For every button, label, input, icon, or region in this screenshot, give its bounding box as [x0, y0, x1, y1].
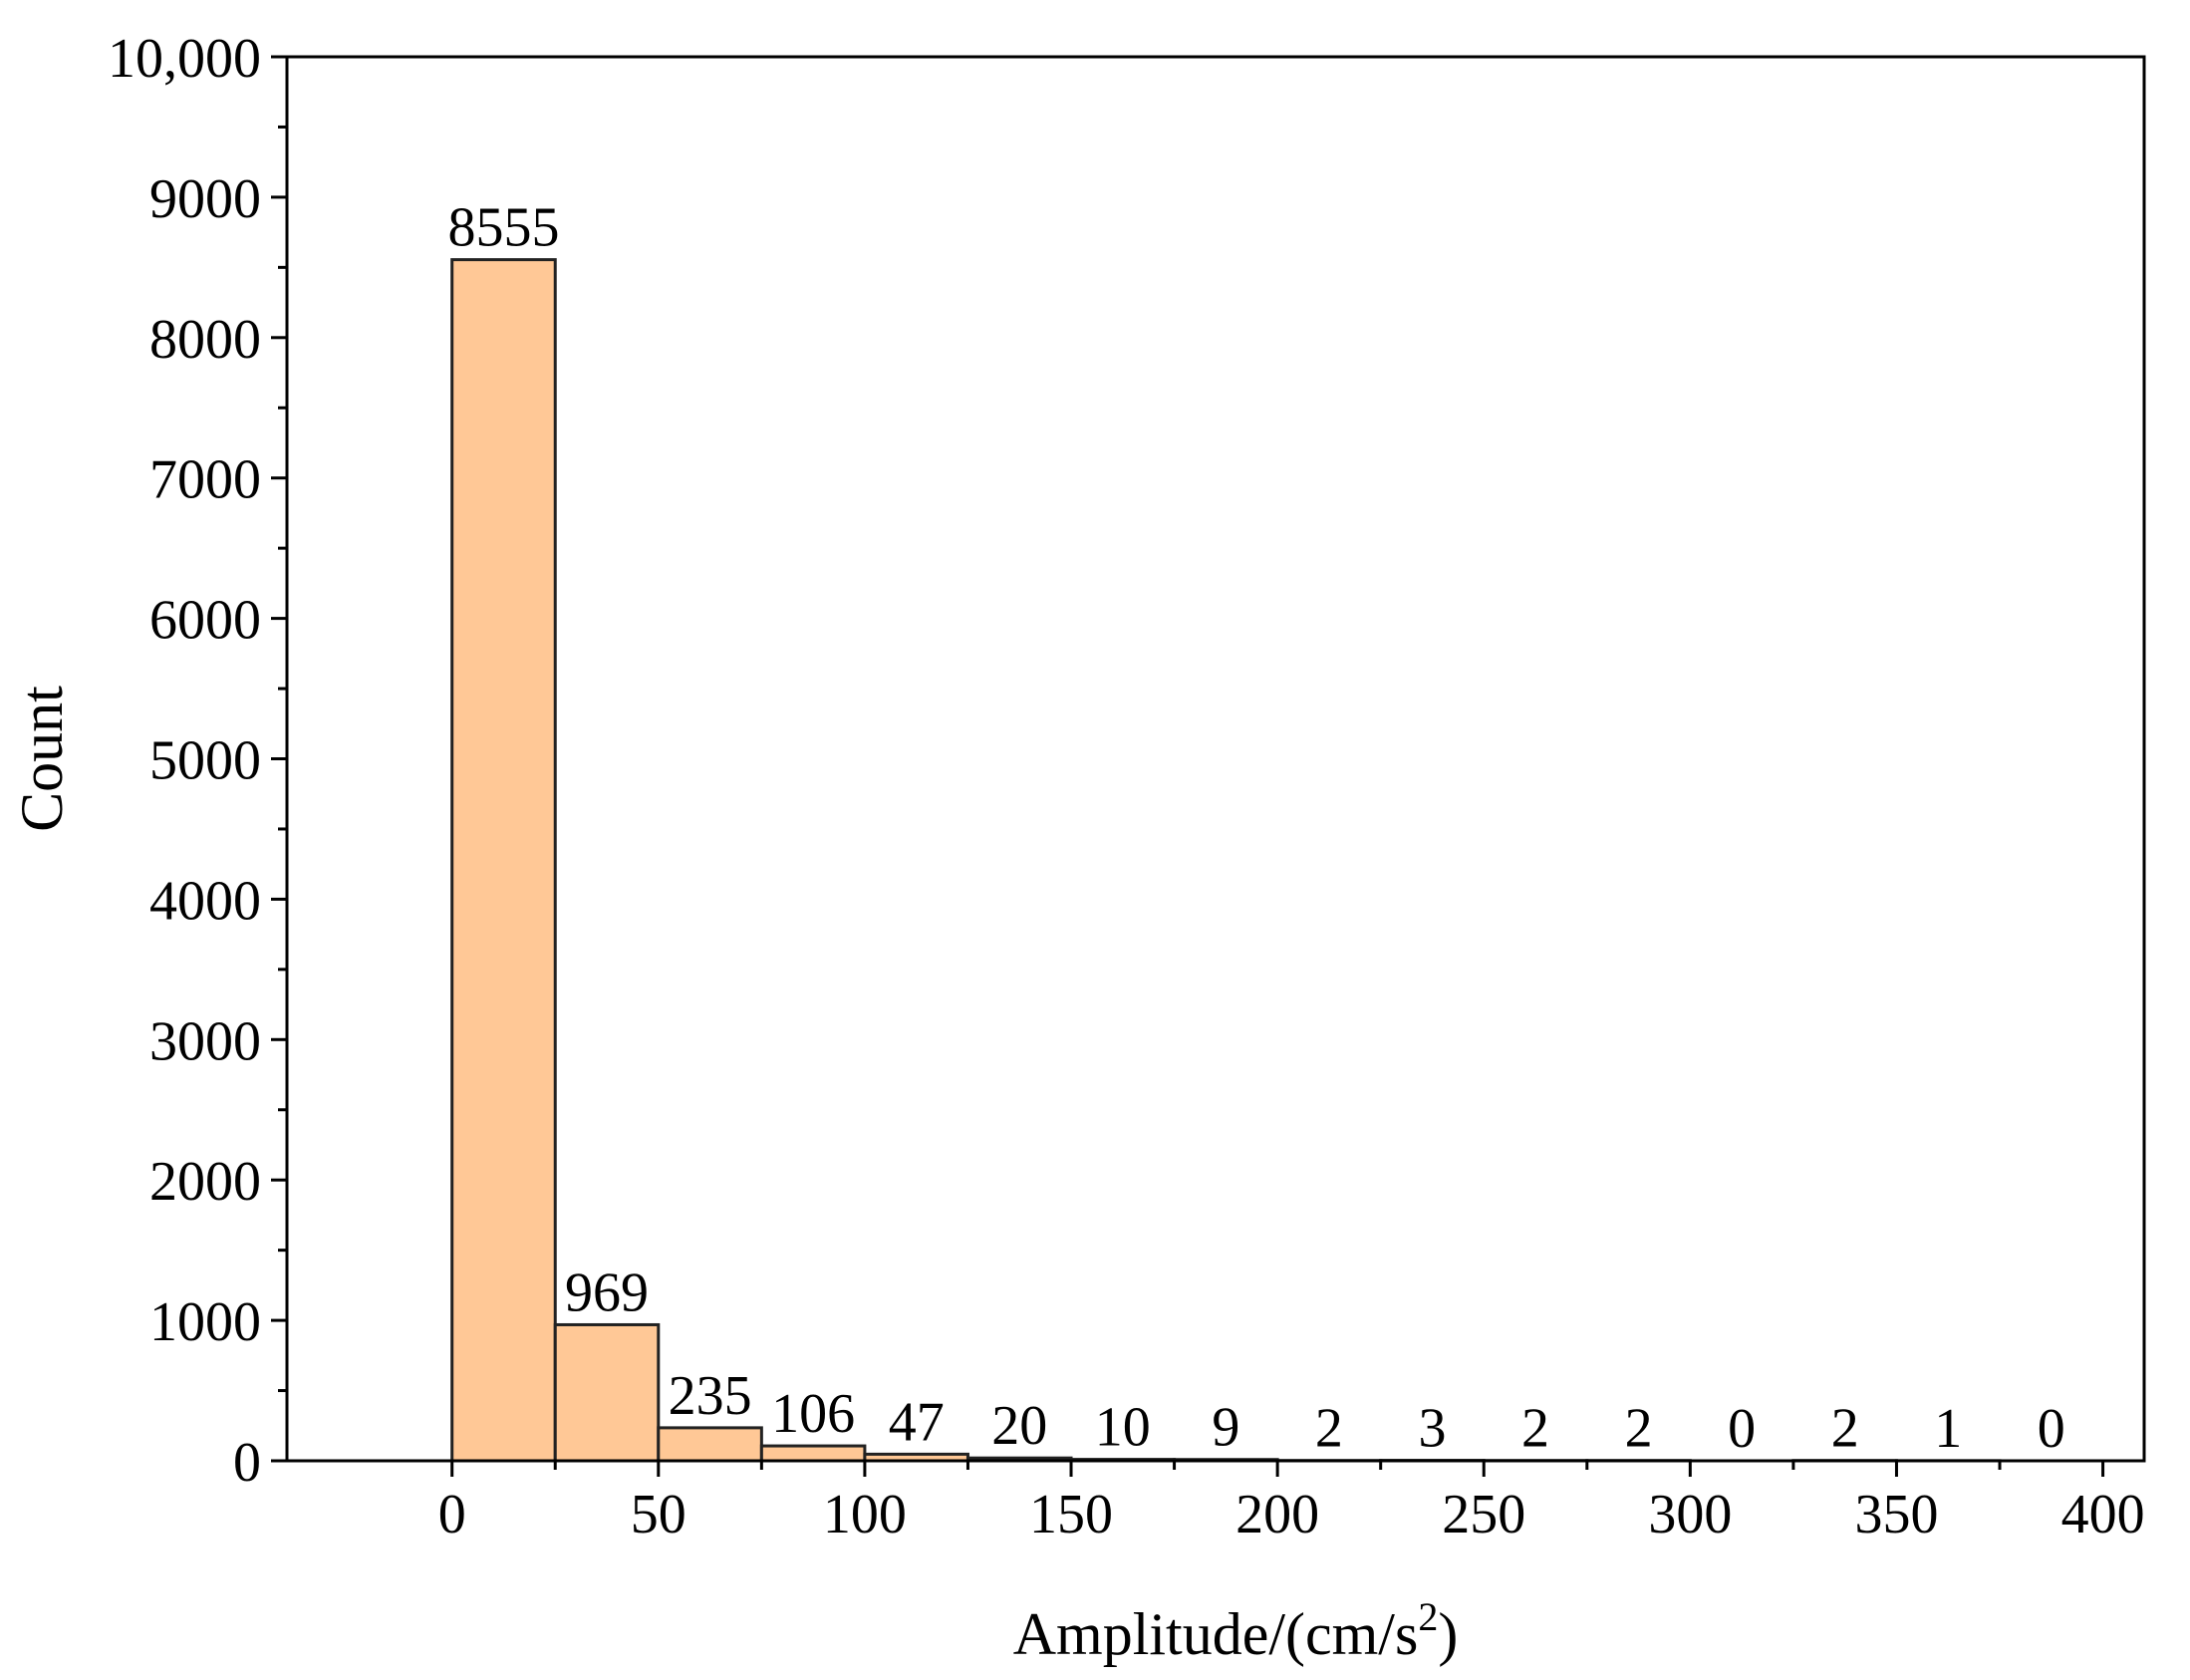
bar-value-label: 2 — [1315, 1398, 1343, 1460]
bar — [450, 258, 557, 1463]
bar — [759, 1444, 867, 1463]
x-tick-label: 200 — [1235, 1484, 1319, 1545]
bars-group — [450, 258, 2002, 1463]
plot-frame — [285, 55, 2146, 1463]
y-tick-label: 3000 — [149, 1010, 261, 1072]
bar-value-label: 3 — [1418, 1398, 1446, 1460]
y-tick-label: 6000 — [149, 590, 261, 652]
x-tick-label: 100 — [823, 1484, 907, 1545]
y-tick-label: 8000 — [149, 309, 261, 371]
y-tick-label: 5000 — [149, 730, 261, 792]
x-tick-label: 300 — [1648, 1484, 1732, 1545]
y-tick-label: 0 — [233, 1432, 261, 1494]
bar-value-label: 235 — [669, 1365, 752, 1427]
x-tick-label: 350 — [1854, 1484, 1938, 1545]
bar — [553, 1322, 661, 1463]
y-tick-label: 4000 — [149, 870, 261, 932]
bar-value-label: 969 — [565, 1261, 649, 1323]
y-tick-label: 9000 — [149, 168, 261, 230]
x-tick-label: 150 — [1029, 1484, 1113, 1545]
x-axis-title-superscript: 2 — [1418, 1594, 1438, 1639]
y-tick-label: 10,000 — [108, 28, 261, 90]
x-axis-ticks: 0 50 100 150 200 250 300 350 400 — [438, 1461, 2145, 1545]
y-axis-ticks: 0 1000 2000 3000 4000 5000 6000 7000 8000 9000 10,… — [108, 28, 287, 1494]
bar-value-label: 10 — [1095, 1397, 1151, 1459]
bar-value-label: 106 — [771, 1383, 855, 1445]
x-tick-label: 0 — [438, 1484, 466, 1545]
bar-value-label: 20 — [991, 1395, 1047, 1457]
bar-value-label: 8555 — [447, 197, 559, 259]
bar-value-label: 2 — [1625, 1398, 1653, 1460]
y-axis-title: Count — [9, 686, 75, 832]
x-tick-label: 400 — [2061, 1484, 2145, 1545]
x-tick-label: 50 — [631, 1484, 686, 1545]
x-axis-title: Amplitude/(cm/s2) — [1013, 1594, 1459, 1667]
bar-value-label: 0 — [1728, 1398, 1756, 1460]
y-tick-label: 7000 — [149, 449, 261, 511]
bar-value-label: 2 — [1521, 1398, 1549, 1460]
bar-value-label: 1 — [1934, 1398, 1962, 1460]
bar-value-label: 2 — [1831, 1398, 1859, 1460]
bar-value-label: 0 — [2038, 1398, 2065, 1460]
x-tick-label: 250 — [1442, 1484, 1525, 1545]
y-tick-label: 2000 — [149, 1151, 261, 1213]
bar — [657, 1426, 763, 1463]
bar-value-label: 9 — [1212, 1397, 1239, 1459]
x-axis-title-suffix: ) — [1438, 1601, 1458, 1667]
bar-value-label: 47 — [889, 1391, 945, 1453]
x-axis-title-main: Amplitude/(cm/s — [1013, 1601, 1419, 1667]
y-tick-label: 1000 — [149, 1291, 261, 1353]
